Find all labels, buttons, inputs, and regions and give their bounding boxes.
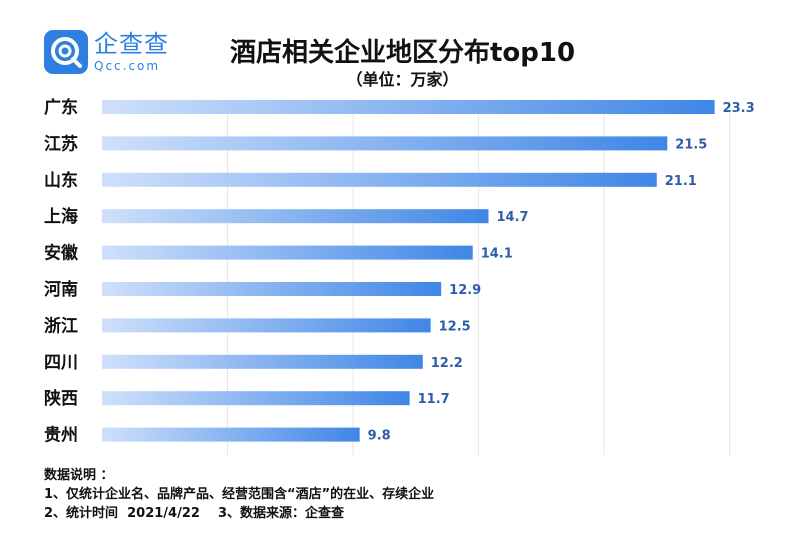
logo-name-en: Qcc.com xyxy=(94,59,161,73)
notes-heading: 数据说明 ： xyxy=(44,468,114,483)
value-label: 21.5 xyxy=(675,137,707,152)
category-label: 河南 xyxy=(44,279,78,300)
value-label: 23.3 xyxy=(723,101,755,116)
category-label: 陕西 xyxy=(44,388,78,409)
qcc-logo-icon xyxy=(44,30,88,74)
qcc-logo: 企查查 Qcc.com xyxy=(44,30,169,74)
value-label: 12.9 xyxy=(449,283,481,298)
bar xyxy=(102,136,668,151)
category-label: 山东 xyxy=(44,170,78,191)
notes-line-1: 1、仅统计企业名、品牌产品、经营范围含“酒店”的在业、存续企业 xyxy=(44,487,435,502)
logo-name-cn: 企查查 xyxy=(94,30,169,58)
bar xyxy=(102,100,715,114)
category-label: 贵州 xyxy=(44,425,78,446)
value-label: 21.1 xyxy=(665,174,697,189)
value-label: 12.5 xyxy=(439,319,471,334)
value-label: 14.1 xyxy=(481,247,513,262)
category-label: 四川 xyxy=(44,353,78,373)
bar xyxy=(102,391,410,406)
chart-subtitle: （单位：万家） xyxy=(346,70,459,89)
chart-title: 酒店相关企业地区分布top10 xyxy=(229,38,576,68)
value-label: 9.8 xyxy=(368,429,391,444)
value-label: 11.7 xyxy=(418,392,450,407)
bar xyxy=(102,318,431,333)
notes-line-2: 2、统计时间 2021/4/22 3、数据来源：企查查 xyxy=(44,506,345,521)
category-label: 广东 xyxy=(44,97,78,118)
bars: 广东 23.3 江苏 21.5 山东 21.1 上海 14.7 安徽 14.1 河南 12.9 浙江 12… xyxy=(44,97,755,446)
bar xyxy=(102,209,489,224)
bar xyxy=(102,282,442,296)
value-label: 12.2 xyxy=(431,356,463,371)
bar xyxy=(102,172,657,187)
category-label: 浙江 xyxy=(44,315,78,336)
bar xyxy=(102,245,473,260)
data-notes: 数据说明 ： 1、仅统计企业名、品牌产品、经营范围含“酒店”的在业、存续企业 2… xyxy=(44,466,434,523)
category-label: 上海 xyxy=(44,206,78,227)
bar xyxy=(102,354,423,369)
bar xyxy=(102,427,360,442)
category-label: 安徽 xyxy=(44,243,79,264)
category-label: 江苏 xyxy=(44,133,78,154)
value-label: 14.7 xyxy=(496,210,528,225)
